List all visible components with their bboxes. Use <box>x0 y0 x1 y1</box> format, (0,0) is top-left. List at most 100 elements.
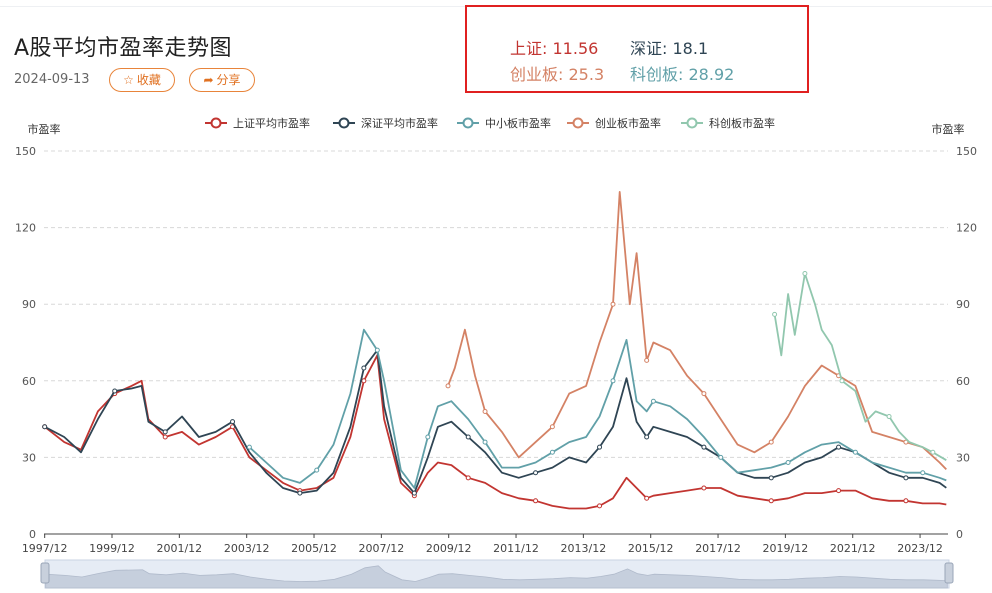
pe-sh-label: 上证: <box>510 39 548 58</box>
data-point <box>768 439 774 445</box>
data-point <box>701 444 707 450</box>
x-tick-label: 2003/12 <box>224 542 270 555</box>
data-point <box>852 449 858 455</box>
series-line <box>773 272 947 461</box>
data-point <box>533 498 539 504</box>
legend-item[interactable]: 创业板市盈率 <box>567 116 661 130</box>
data-point <box>839 378 845 384</box>
data-point <box>644 434 650 440</box>
legend-item[interactable]: 上证平均市盈率 <box>205 116 310 130</box>
data-point <box>297 490 303 496</box>
y-tick-label-left: 120 <box>15 222 36 235</box>
y-tick-label-right: 150 <box>956 145 977 158</box>
data-point <box>718 454 724 460</box>
data-point <box>411 490 417 496</box>
data-point <box>836 488 842 494</box>
y-tick-label-left: 90 <box>22 298 36 311</box>
data-point <box>802 271 808 277</box>
x-tick-label: 2007/12 <box>359 542 405 555</box>
data-point <box>597 444 603 450</box>
legend-marker <box>572 117 584 129</box>
pe-sh-value: 11.56 <box>552 39 599 58</box>
legend-marker <box>686 117 698 129</box>
y-tick-label-left: 30 <box>22 451 36 464</box>
pe-sz-value: 18.1 <box>672 39 709 58</box>
zoom-handle-right[interactable] <box>944 562 954 584</box>
y-tick-label-right: 0 <box>956 528 963 541</box>
data-point <box>465 475 471 481</box>
series-line <box>44 354 947 510</box>
legend-item[interactable]: 中小板市盈率 <box>457 116 551 130</box>
pe-sz-label: 深证: <box>630 39 668 58</box>
data-point <box>533 470 539 476</box>
y-tick-label-right: 90 <box>956 298 970 311</box>
date-label: 2024-09-13 <box>14 72 90 87</box>
y-tick-label-right: 60 <box>956 375 970 388</box>
series-line <box>447 190 947 471</box>
share-arrow-icon: ➦ <box>203 73 214 87</box>
data-point <box>374 347 380 353</box>
y-axis-title-left: 市盈率 <box>28 122 61 136</box>
legend-label: 深证平均市盈率 <box>361 116 438 130</box>
data-point <box>246 444 252 450</box>
zoom-preview-area <box>45 565 948 589</box>
x-tick-label: 2013/12 <box>561 542 607 555</box>
x-tick-label: 2015/12 <box>628 542 674 555</box>
favorite-button[interactable]: ☆ 收藏 <box>109 68 175 92</box>
data-point <box>361 365 367 371</box>
data-point <box>610 378 616 384</box>
data-point <box>920 470 926 476</box>
data-point <box>772 311 778 317</box>
data-point <box>162 429 168 435</box>
pe-sh: 上证: 11.56 <box>510 35 598 59</box>
x-tick-label: 2009/12 <box>426 542 472 555</box>
y-axis-title-right: 市盈率 <box>932 122 965 136</box>
y-tick-label-right: 120 <box>956 222 977 235</box>
data-point <box>425 434 431 440</box>
data-point <box>903 475 909 481</box>
x-tick-label: 2011/12 <box>493 542 539 555</box>
x-tick-label: 2001/12 <box>156 542 202 555</box>
share-button[interactable]: ➦ 分享 <box>189 68 255 92</box>
share-label: 分享 <box>216 73 241 87</box>
favorite-label: 收藏 <box>136 73 161 87</box>
pe-kcb: 科创板: 28.92 <box>630 61 734 85</box>
y-tick-label-left: 150 <box>15 145 36 158</box>
data-point <box>482 408 488 414</box>
legend-label: 上证平均市盈率 <box>233 116 310 130</box>
data-point <box>597 503 603 509</box>
data-point <box>445 383 451 389</box>
data-point <box>112 388 118 394</box>
data-point <box>644 357 650 363</box>
data-point <box>886 414 892 420</box>
data-point <box>701 391 707 397</box>
data-point <box>785 460 791 466</box>
pe-summary-box <box>465 5 809 93</box>
data-point <box>768 498 774 504</box>
x-tick-label: 2017/12 <box>695 542 741 555</box>
pe-kcb-label: 科创板: <box>630 65 684 84</box>
data-point <box>903 498 909 504</box>
data-point <box>701 485 707 491</box>
x-tick-label: 2021/12 <box>830 542 876 555</box>
data-point <box>314 467 320 473</box>
zoom-handle-left[interactable] <box>40 562 50 584</box>
page-title: A股平均市盈率走势图 <box>14 36 233 61</box>
data-point <box>549 449 555 455</box>
legend-marker <box>338 117 350 129</box>
x-tick-label: 1999/12 <box>89 542 135 555</box>
pe-cyb-value: 25.3 <box>568 65 605 84</box>
pe-cyb-label: 创业板: <box>510 65 564 84</box>
data-point <box>930 449 936 455</box>
legend-label: 中小板市盈率 <box>485 116 551 130</box>
data-point <box>768 475 774 481</box>
x-tick-label: 2019/12 <box>763 542 809 555</box>
data-point <box>230 419 236 425</box>
legend-item[interactable]: 深证平均市盈率 <box>333 116 438 130</box>
legend-item[interactable]: 科创板市盈率 <box>681 116 775 130</box>
y-tick-label-left: 60 <box>22 375 36 388</box>
legend-marker <box>210 117 222 129</box>
pe-cyb: 创业板: 25.3 <box>510 61 604 85</box>
data-point <box>361 378 367 384</box>
data-point <box>903 439 909 445</box>
